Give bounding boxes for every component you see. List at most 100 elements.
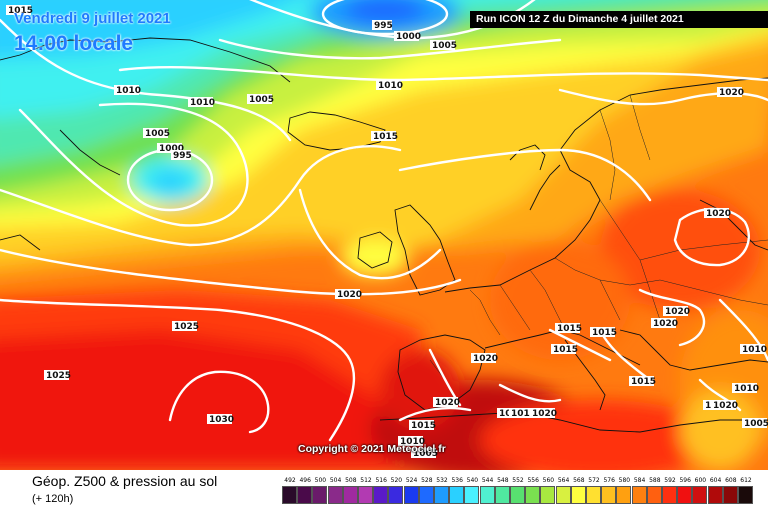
isobar-label: 1020 [471,353,498,364]
svg-text:1015: 1015 [553,345,578,355]
scale-swatch [692,486,708,504]
scale-label: 504 [329,477,342,484]
scale-swatch [403,486,419,504]
isobar-label: 1030 [207,414,234,425]
isobar-label: 1010 [732,383,759,394]
copyright-notice: Copyright © 2021 Meteociel.fr [298,443,446,455]
scale-label: 536 [451,477,463,484]
isobar-label: 1025 [44,370,71,381]
isobar-label: 1015 [590,327,617,338]
isobar-label: 1005 [247,94,274,105]
scale-label: 592 [664,477,676,484]
isobar-label: 1010 [509,408,536,419]
scale-label: 568 [573,477,585,484]
svg-text:1015: 1015 [373,132,398,142]
scale-label: 512 [360,477,372,484]
scale-label: 496 [299,477,311,484]
scale-swatch [434,486,449,504]
svg-text:1010: 1010 [511,409,536,419]
svg-text:1015: 1015 [8,6,33,16]
svg-text:1020: 1020 [665,307,690,317]
scale-label: 580 [618,477,631,484]
scale-swatch [601,486,617,504]
svg-text:1020: 1020 [532,409,557,419]
scale-label: 572 [588,477,600,484]
isobar-label: 1015 [551,344,578,355]
isobar-label: 995 [171,150,192,161]
svg-text:1015: 1015 [631,377,656,387]
legend-subtitle: (+ 120h) [32,493,74,505]
isobar-label: 1015 [371,131,398,142]
svg-text:1010: 1010 [190,98,215,108]
svg-text:1025: 1025 [174,322,199,332]
svg-text:1015: 1015 [592,328,617,338]
scale-label: 548 [497,477,509,484]
svg-text:1030: 1030 [209,415,234,425]
scale-label: 600 [694,477,707,484]
isobar-labels: 1015 995 1000 1005 1010 1010 1005 1010 1… [6,5,768,459]
isobar-label: 1020 [530,408,557,419]
scale-label: 556 [527,477,539,484]
scale-label: 596 [679,477,691,484]
scale-swatch [616,486,632,504]
scale-label: 612 [740,477,752,484]
scale-swatch [479,486,495,504]
scale-label: 520 [390,477,403,484]
scale-swatch [540,486,556,504]
svg-text:1000: 1000 [396,32,421,42]
scale-label: 608 [725,477,737,484]
scale-swatch [358,486,373,504]
scale-label: 500 [314,477,327,484]
scale-swatch [282,486,297,504]
svg-text:1025: 1025 [46,371,71,381]
scale-label: 604 [709,477,722,484]
svg-text:1020: 1020 [706,209,731,219]
svg-text:995: 995 [173,151,192,161]
svg-text:1000: 1000 [159,144,184,154]
svg-text:1010: 1010 [734,384,759,394]
legend-title: Géop. Z500 & pression au sol [32,473,218,489]
isobar-label: 1020 [711,400,738,411]
scale-swatch [631,486,647,504]
isobar-label: 1005 [430,40,457,51]
scale-label: 524 [405,477,418,484]
scale-label: 528 [421,477,433,484]
scale-swatch [707,486,723,504]
scale-label: 560 [542,477,555,484]
svg-text:1005: 1005 [744,419,768,429]
svg-text:1020: 1020 [713,401,738,411]
scale-swatch [464,486,480,504]
map-canvas: 1015 995 1000 1005 1010 1010 1005 1010 1… [0,0,768,470]
scale-label: 532 [436,477,448,484]
svg-text:1010: 1010 [742,345,767,355]
svg-text:1020: 1020 [653,319,678,329]
isobar-label: 1015 [629,376,656,387]
isobar-label: 1010 [376,80,403,91]
forecast-time: 14:00 locale [14,32,134,55]
svg-text:1015: 1015 [411,421,436,431]
isobar-label: 1005 [143,128,170,139]
isobar-label: 1000 [157,143,184,154]
isobar-label: 995 [372,20,393,31]
scale-label: 588 [649,477,661,484]
svg-text:995: 995 [374,21,393,31]
svg-text:1020: 1020 [337,290,362,300]
isobars [0,0,768,442]
isobar-label: 1010 [188,97,215,108]
scale-swatch [555,486,571,504]
scale-swatch [373,486,389,504]
svg-text:1010: 1010 [378,81,403,91]
scale-label: 516 [375,477,387,484]
svg-text:1020: 1020 [473,354,498,364]
isobar-label: 1015 [555,323,582,334]
isobar-label: 1005 [411,448,438,459]
scale-swatch [297,486,313,504]
scale-swatch [312,486,328,504]
scale-swatch [449,486,465,504]
isobar-label: 1015 [6,5,33,16]
isobar-label: 1020 [433,397,460,408]
forecast-date: Vendredi 9 juillet 2021 [14,10,171,27]
isobar-label: 1000 [394,31,421,42]
svg-text:1010: 1010 [400,437,425,447]
isobar-label: 1020 [335,289,362,300]
